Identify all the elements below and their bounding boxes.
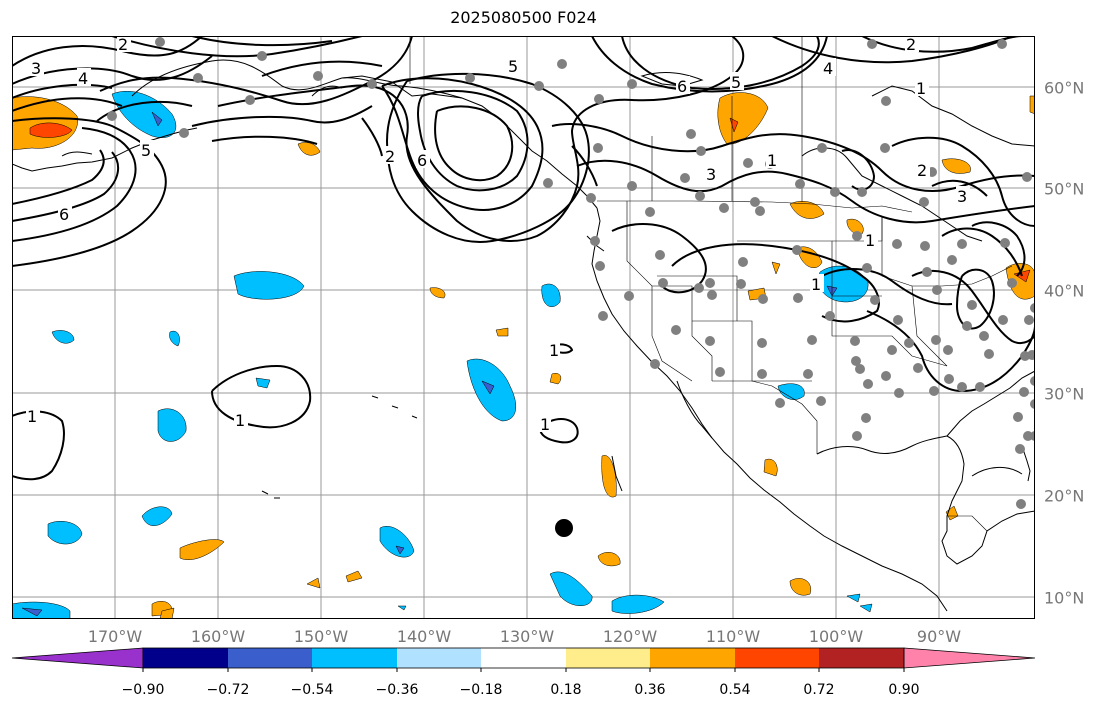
contour-label-2: 2 (917, 161, 927, 180)
contour-label-6: 6 (677, 77, 687, 96)
contour-label-5: 5 (731, 73, 741, 92)
colorbar-segment (650, 648, 735, 668)
coastlines (12, 59, 1035, 612)
shaded-anomalies (12, 90, 1035, 619)
contour-label-1: 1 (811, 275, 821, 294)
contour-labels: 3 4 2 6 5 5 2 6 6 5 4 2 1 3 1 2 3 1 1 (26, 36, 970, 434)
colorbar-segment (312, 648, 397, 668)
colorbar-segment (566, 648, 650, 668)
colorbar-segment (735, 648, 819, 668)
contour-label-5: 5 (508, 57, 518, 76)
colorbar-tick-label: −0.72 (206, 682, 250, 698)
contours (12, 36, 1035, 481)
colorbar-segment (11, 647, 144, 669)
colorbar-tick-label: −0.36 (375, 682, 419, 698)
lon-label: 170°W (87, 627, 143, 646)
contour-label-1: 1 (27, 407, 37, 426)
lon-label: 140°W (396, 627, 452, 646)
contour-label-1: 1 (235, 411, 245, 430)
contour-label-4: 4 (823, 59, 833, 78)
contour-label-5: 5 (141, 141, 151, 160)
map-panel: 3 4 2 6 5 5 2 6 6 5 4 2 1 3 1 2 3 1 1 (12, 36, 1035, 619)
lon-label: 120°W (602, 627, 658, 646)
colorbar-segment (228, 648, 312, 668)
lat-label: 30°N (1044, 384, 1085, 404)
colorbar-segment (481, 648, 566, 668)
contour-label-6: 6 (417, 151, 427, 170)
colorbar-tick-label: −0.18 (459, 682, 503, 698)
contour-label-1: 1 (865, 231, 875, 250)
colorbar (11, 647, 1036, 672)
tc-position-marker (555, 519, 573, 537)
colorbar-segment (397, 648, 481, 668)
colorbar-tick-label: −0.54 (290, 682, 334, 698)
contour-label-6: 6 (59, 205, 69, 224)
lon-label: 100°W (808, 627, 864, 646)
contour-label-3: 3 (957, 187, 967, 206)
contour-label-2: 2 (118, 36, 128, 54)
lon-label: 130°W (499, 627, 555, 646)
contour-label-3: 3 (706, 165, 716, 184)
lat-label: 20°N (1044, 486, 1085, 506)
lon-label: 90°W (916, 627, 962, 646)
colorbar-segment (819, 648, 904, 668)
colorbar-tick-label: 0.36 (634, 682, 666, 698)
contour-label-1: 1 (767, 151, 777, 170)
colorbar-tick-label: 0.54 (719, 682, 751, 698)
contour-label-3: 3 (31, 59, 41, 78)
map-frame (12, 36, 1035, 619)
lat-label: 40°N (1044, 281, 1085, 301)
station-dots (107, 37, 1035, 509)
colorbar-segment (143, 648, 228, 668)
lon-label: 150°W (293, 627, 349, 646)
lat-label: 60°N (1044, 78, 1085, 98)
lon-label: 160°W (190, 627, 246, 646)
contour-label-4: 4 (78, 69, 88, 88)
lat-label: 50°N (1044, 179, 1085, 199)
contour-label-1: 1 (916, 79, 926, 98)
colorbar-segment (903, 647, 1036, 669)
contour-label-2: 2 (906, 36, 916, 54)
colorbar-tick-label: 0.90 (888, 682, 920, 698)
lon-label: 110°W (705, 627, 761, 646)
map-title: 2025080500 F024 (450, 8, 597, 27)
colorbar-tick-label: 0.72 (803, 682, 835, 698)
contour-label-1: 1 (549, 341, 559, 360)
colorbar-tick-label: 0.18 (550, 682, 582, 698)
contour-label-2: 2 (385, 147, 395, 166)
colorbar-tick-label: −0.90 (121, 682, 165, 698)
contour-label-1: 1 (540, 415, 550, 434)
lat-label: 10°N (1044, 588, 1085, 608)
